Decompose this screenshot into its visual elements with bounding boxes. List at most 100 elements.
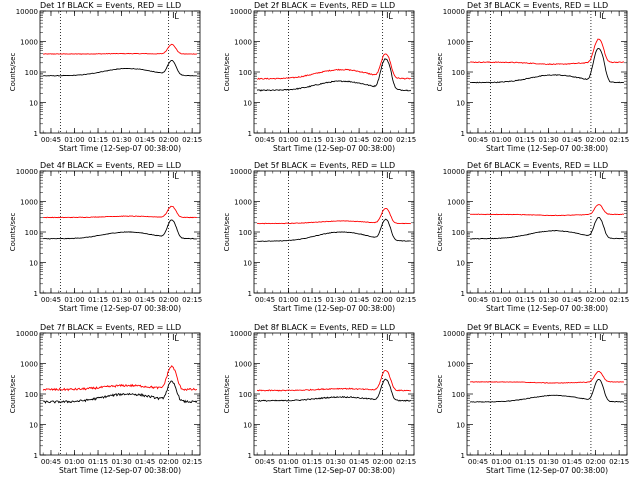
x-tick-label: 02:00 xyxy=(159,296,179,304)
y-tick-label: 1 xyxy=(461,290,465,298)
marker-label: L xyxy=(388,334,393,343)
x-tick-label: 01:30 xyxy=(325,296,345,304)
x-tick-label: 02:15 xyxy=(609,458,629,466)
x-tick-label: 01:15 xyxy=(302,136,322,144)
y-tick-label: 1000 xyxy=(234,361,252,369)
marker-label: L xyxy=(601,172,606,181)
series-events-line xyxy=(469,378,624,403)
x-tick-label: 01:15 xyxy=(515,296,535,304)
plot-frame xyxy=(39,10,201,134)
x-tick-label: 01:15 xyxy=(515,458,535,466)
plot-frame xyxy=(466,170,628,294)
y-tick-label: 100 xyxy=(452,229,465,237)
x-tick-label: 02:00 xyxy=(373,296,393,304)
x-tick-label: 01:45 xyxy=(349,458,369,466)
panel-det-8: Det 8f BLACK = Events, RED = LLD 1 10 100 10… xyxy=(223,323,416,475)
y-tick-label: 1000 xyxy=(447,199,465,207)
y-tick-label: 10000 xyxy=(16,330,38,338)
x-tick-label: 01:00 xyxy=(491,458,511,466)
x-tick-label: 00:45 xyxy=(41,458,61,466)
y-tick-label: 100 xyxy=(25,391,38,399)
panel-det-4: Det 4f BLACK = Events, RED = LLD 1 10 100 10… xyxy=(9,161,202,313)
x-tick-label: 02:15 xyxy=(182,458,202,466)
panel-title: Det 3f BLACK = Events, RED = LLD xyxy=(467,1,608,10)
x-tick-label: 01:45 xyxy=(135,458,155,466)
x-tick-label: 01:15 xyxy=(515,136,535,144)
y-tick-label: 1 xyxy=(34,290,38,298)
series-events-line xyxy=(470,216,625,240)
y-tick-label: 1000 xyxy=(234,39,252,47)
x-tick-label: 01:30 xyxy=(538,136,558,144)
y-tick-label: 100 xyxy=(452,69,465,77)
panel-title: Det 6f BLACK = Events, RED = LLD xyxy=(467,161,608,170)
y-axis-label: Counts/sec xyxy=(9,375,17,414)
y-tick-label: 10 xyxy=(243,100,252,108)
y-tick-label: 1 xyxy=(34,452,38,460)
x-tick-label: 02:15 xyxy=(182,296,202,304)
y-tick-label: 1000 xyxy=(20,39,38,47)
panel-det-6: Det 6f BLACK = Events, RED = LLD 1 10 100 10… xyxy=(436,161,629,313)
x-axis-label: Start Time (12-Sep-07 00:38:00) xyxy=(59,144,181,153)
y-tick-label: 10000 xyxy=(443,330,465,338)
x-tick-label: 01:45 xyxy=(135,296,155,304)
y-tick-label: 1000 xyxy=(447,361,465,369)
x-tick-label: 02:00 xyxy=(586,296,606,304)
x-tick-label: 01:45 xyxy=(349,136,369,144)
y-tick-label: 1000 xyxy=(20,199,38,207)
x-tick-label: 01:00 xyxy=(278,296,298,304)
y-tick-label: 10 xyxy=(456,422,465,430)
panel-det-1: Det 1f BLACK = Events, RED = LLD 1 10 100 10… xyxy=(9,1,202,153)
y-tick-label: 10 xyxy=(29,100,38,108)
y-tick-label: 1000 xyxy=(234,199,252,207)
series-lld-line xyxy=(256,207,411,225)
x-tick-label: 02:00 xyxy=(373,136,393,144)
x-tick-label: 01:30 xyxy=(538,296,558,304)
x-tick-label: 01:45 xyxy=(562,458,582,466)
panel-title: Det 8f BLACK = Events, RED = LLD xyxy=(254,323,395,332)
x-tick-label: 01:15 xyxy=(88,296,108,304)
x-tick-label: 02:15 xyxy=(396,296,416,304)
x-tick-label: 02:15 xyxy=(182,136,202,144)
x-tick-label: 00:45 xyxy=(41,296,61,304)
marker-label: L xyxy=(174,12,179,21)
x-axis-label: Start Time (12-Sep-07 00:38:00) xyxy=(59,466,181,475)
x-axis-label: Start Time (12-Sep-07 00:38:00) xyxy=(273,304,395,313)
y-tick-label: 1 xyxy=(248,130,252,138)
y-axis-label: Counts/sec xyxy=(436,53,444,92)
marker-label: L xyxy=(174,172,179,181)
x-tick-label: 01:00 xyxy=(278,136,298,144)
x-axis-label: Start Time (12-Sep-07 00:38:00) xyxy=(486,466,608,475)
x-tick-label: 01:30 xyxy=(325,458,345,466)
x-axis-label: Start Time (12-Sep-07 00:38:00) xyxy=(486,144,608,153)
y-axis-label: Counts/sec xyxy=(223,53,231,92)
x-tick-label: 01:15 xyxy=(88,136,108,144)
x-tick-label: 02:15 xyxy=(396,458,416,466)
series-events-line xyxy=(42,380,198,404)
x-tick-label: 01:45 xyxy=(562,136,582,144)
y-tick-label: 1 xyxy=(461,452,465,460)
panel-det-3: Det 3f BLACK = Events, RED = LLD 1 10 100 10… xyxy=(436,1,629,153)
x-tick-label: 01:45 xyxy=(349,296,369,304)
x-tick-label: 02:15 xyxy=(609,296,629,304)
marker-label: L xyxy=(601,334,606,343)
x-tick-label: 02:00 xyxy=(373,458,393,466)
x-axis-label: Start Time (12-Sep-07 00:38:00) xyxy=(273,144,395,153)
series-lld-line xyxy=(42,43,197,55)
y-tick-label: 1 xyxy=(248,452,252,460)
panel-det-7: Det 7f BLACK = Events, RED = LLD 1 10 100 10… xyxy=(9,323,202,475)
series-lld-line xyxy=(469,204,625,217)
y-tick-label: 10000 xyxy=(16,8,38,16)
x-tick-label: 01:00 xyxy=(491,296,511,304)
panel-det-5: Det 5f BLACK = Events, RED = LLD 1 10 100 10… xyxy=(223,161,416,313)
y-axis-label: Counts/sec xyxy=(436,213,444,252)
panel-title: Det 2f BLACK = Events, RED = LLD xyxy=(254,1,395,10)
x-tick-label: 01:30 xyxy=(111,296,131,304)
plot-frame xyxy=(466,332,628,456)
x-tick-label: 02:00 xyxy=(586,458,606,466)
y-tick-label: 10 xyxy=(243,260,252,268)
y-tick-label: 1000 xyxy=(20,361,38,369)
x-tick-label: 02:15 xyxy=(609,136,629,144)
x-tick-label: 01:45 xyxy=(562,296,582,304)
y-tick-label: 10 xyxy=(456,260,465,268)
y-tick-label: 100 xyxy=(25,69,38,77)
